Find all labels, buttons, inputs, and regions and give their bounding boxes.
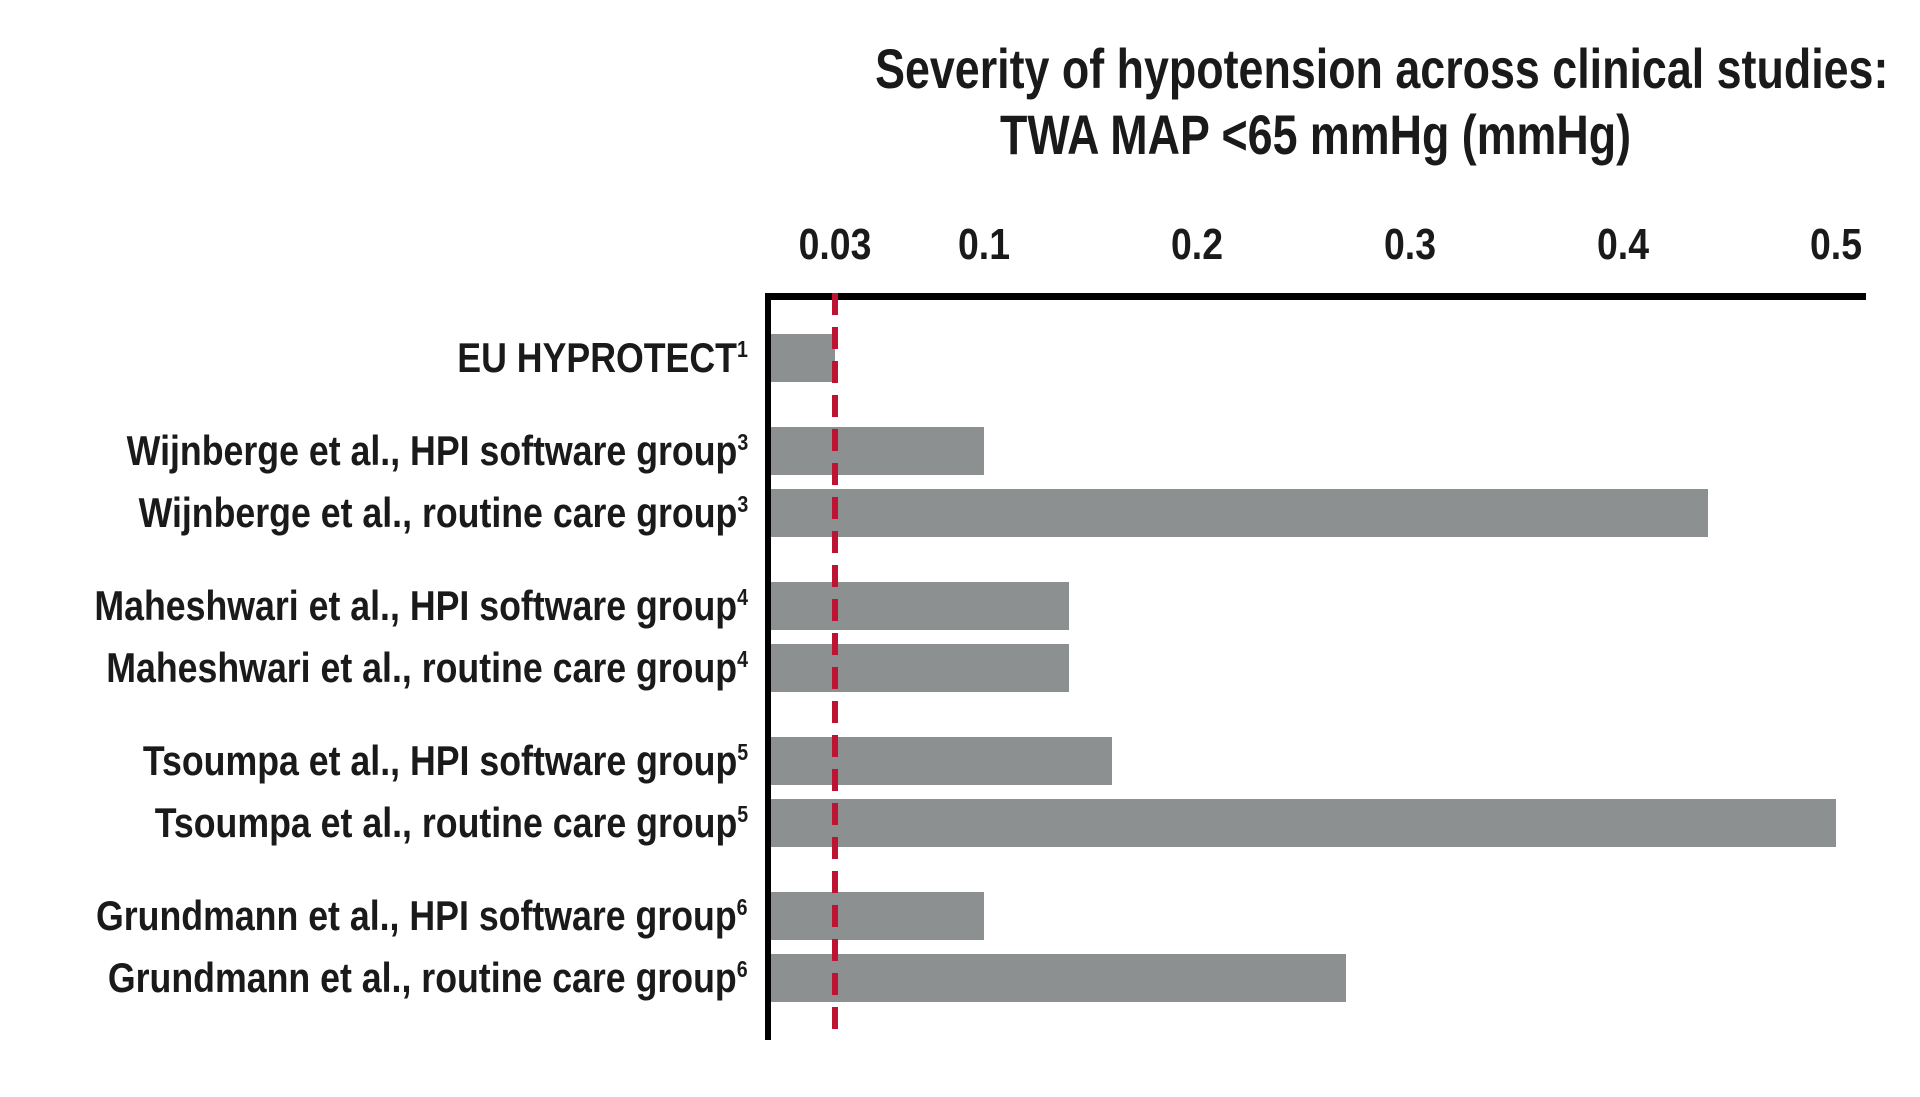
citation-superscript: 1	[737, 336, 748, 362]
category-label: Tsoumpa et al., HPI software group5	[143, 737, 748, 785]
category-label-text: Maheshwari et al., routine care group	[106, 644, 738, 691]
bar	[770, 737, 1112, 785]
bar	[770, 892, 984, 940]
x-axis-tick-label: 0.1	[958, 220, 1010, 269]
x-axis-tick-label: 0.3	[1384, 220, 1436, 269]
x-axis-tick-label: 0.4	[1597, 220, 1649, 269]
citation-superscript: 3	[737, 491, 748, 517]
x-axis-tick-label: 0.2	[1171, 220, 1223, 269]
category-label-text: Grundmann et al., routine care group	[108, 954, 738, 1001]
bar	[770, 582, 1070, 630]
bar	[770, 799, 1836, 847]
x-axis-tick-label: 0.03	[798, 220, 872, 269]
chart-title-line2: TWA MAP <65 mmHg (mmHg)	[999, 103, 1631, 166]
citation-superscript: 6	[737, 956, 748, 982]
category-label-text: Wijnberge et al., HPI software group	[126, 427, 738, 474]
bar	[770, 954, 1347, 1002]
citation-superscript: 6	[737, 894, 748, 920]
category-label: Maheshwari et al., routine care group4	[106, 644, 748, 692]
reference-line-icon	[831, 293, 838, 1040]
bar	[770, 427, 984, 475]
citation-superscript: 4	[737, 646, 748, 672]
y-axis-line	[765, 293, 771, 1040]
category-label: EU HYPROTECT1	[457, 334, 748, 382]
citation-superscript: 5	[737, 801, 748, 827]
x-axis-tick-label: 0.5	[1810, 220, 1862, 269]
x-axis-line	[765, 293, 1866, 300]
category-label: Wijnberge et al., HPI software group3	[126, 427, 748, 475]
category-label: Grundmann et al., routine care group6	[108, 954, 748, 1002]
category-label-text: EU HYPROTECT	[457, 334, 738, 381]
bar	[770, 644, 1070, 692]
chart-title-line1: Severity of hypotension across clinical …	[875, 37, 1889, 100]
bar	[770, 334, 835, 382]
citation-superscript: 4	[737, 584, 748, 610]
category-label: Maheshwari et al., HPI software group4	[94, 582, 748, 630]
category-label: Grundmann et al., HPI software group6	[96, 892, 748, 940]
category-label-text: Maheshwari et al., HPI software group	[94, 582, 738, 629]
category-label-text: Wijnberge et al., routine care group	[138, 489, 738, 536]
category-label-text: Tsoumpa et al., routine care group	[154, 799, 738, 846]
category-label: Wijnberge et al., routine care group3	[138, 489, 748, 537]
category-label: Tsoumpa et al., routine care group5	[155, 799, 748, 847]
chart-title: Severity of hypotension across clinical …	[765, 36, 1889, 168]
category-label-text: Grundmann et al., HPI software group	[96, 892, 738, 939]
category-label-text: Tsoumpa et al., HPI software group	[142, 737, 738, 784]
citation-superscript: 5	[737, 739, 748, 765]
citation-superscript: 3	[737, 429, 748, 455]
bar	[770, 489, 1709, 537]
